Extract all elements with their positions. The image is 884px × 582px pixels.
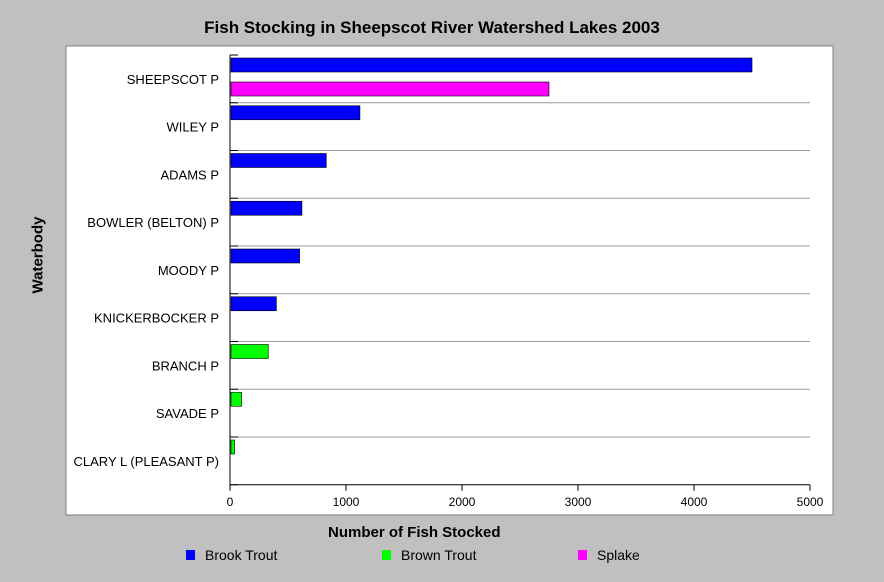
plot-frame [65,45,834,516]
bar-brook-trout [230,200,303,216]
category-label: MOODY P [158,263,219,278]
category-label: ADAMS P [160,167,219,182]
chart-title: Fish Stocking in Sheepscot River Watersh… [204,18,660,37]
bar-brown-trout [230,344,269,359]
bar-brook-trout [230,57,753,73]
x-tick-label: 2000 [449,495,476,509]
x-tick-label: 1000 [333,495,360,509]
bar-brown-trout [230,439,235,455]
x-tick-label: 3000 [565,495,592,509]
bar-brook-trout [230,296,277,312]
bar-brook-trout [230,248,300,264]
legend-item: Splake [578,547,640,563]
x-tick-label: 4000 [681,495,708,509]
y-axis-title: Waterbody [29,216,47,294]
bar-splake [230,81,550,97]
category-label: BOWLER (BELTON) P [87,215,219,230]
legend-swatch [382,550,391,560]
category-label: BRANCH P [152,358,219,373]
bar-brook-trout [230,153,327,168]
legend-label: Brown Trout [401,547,477,563]
legend-item: Brown Trout [382,547,476,563]
bar-brown-trout [230,391,242,407]
category-label: SHEEPSCOT P [127,72,219,87]
category-label: SAVADE P [156,406,219,421]
category-label: KNICKERBOCKER P [94,311,219,326]
category-label: WILEY P [166,120,219,135]
x-axis-title: Number of Fish Stocked [328,524,501,541]
x-tick-label: 0 [227,495,234,509]
legend-swatch [186,550,195,560]
legend-label: Brook Trout [205,547,278,563]
legend-item: Brook Trout [186,547,277,563]
legend-label: Splake [597,547,640,563]
x-tick-label: 5000 [797,495,824,509]
category-label: CLARY L (PLEASANT P) [74,454,219,469]
bar-brook-trout [230,105,361,121]
legend-swatch [578,550,587,560]
